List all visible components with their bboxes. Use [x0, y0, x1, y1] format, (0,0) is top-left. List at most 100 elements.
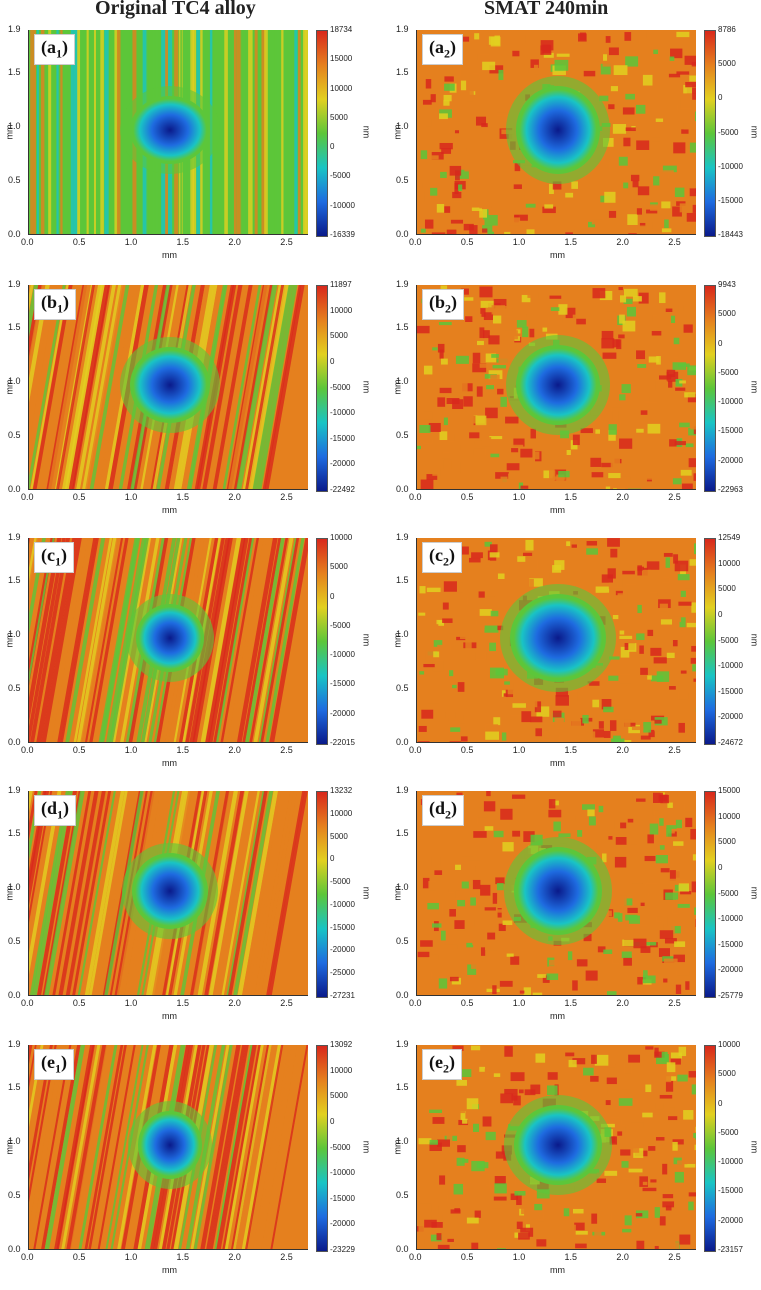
x-tick-label: 1.5 [565, 1252, 578, 1262]
y-tick-label: 0.5 [396, 175, 409, 185]
colorbar-unit: nm [749, 125, 759, 138]
colorbar-tick-label: -25000 [330, 968, 355, 977]
colorbar-tick-label: -15000 [718, 1186, 743, 1195]
colorbar [704, 538, 716, 745]
colorbar [704, 30, 716, 237]
colorbar-tick-label: -15000 [718, 687, 743, 696]
colorbar-tick-label: 12549 [718, 533, 740, 542]
colorbar [704, 285, 716, 492]
x-tick-label: 1.0 [125, 237, 138, 247]
colorbar-unit: nm [749, 633, 759, 646]
y-tick-label: 1.9 [396, 1039, 409, 1049]
colorbar-tick-label: -15000 [330, 434, 355, 443]
colorbar [316, 285, 328, 492]
colorbar-tick-label: -22015 [330, 738, 355, 747]
colorbar-tick-label: -15000 [718, 426, 743, 435]
y-tick-label: 0.5 [8, 1190, 21, 1200]
y-tick-label: 1.5 [396, 575, 409, 585]
colorbar-tick-label: 5000 [718, 59, 736, 68]
x-tick-label: 0.5 [461, 1252, 474, 1262]
y-tick-label: 1.5 [8, 828, 21, 838]
colorbar [316, 538, 328, 745]
colorbar-tick-label: 5000 [718, 584, 736, 593]
y-tick-label: 1.5 [396, 67, 409, 77]
colorbar-tick-label: 18734 [330, 25, 352, 34]
colorbar-tick-label: -5000 [330, 877, 350, 886]
colorbar-tick-label: -5000 [330, 383, 350, 392]
x-tick-label: 2.0 [228, 1252, 241, 1262]
colorbar-unit: nm [361, 886, 371, 899]
y-axis-title: mm [393, 379, 403, 394]
colorbar-tick-label: -5000 [718, 889, 738, 898]
colorbar-tick-label: 9943 [718, 280, 736, 289]
x-tick-label: 0.5 [461, 998, 474, 1008]
colorbar [316, 30, 328, 237]
x-tick-label: 1.0 [513, 492, 526, 502]
y-axis-title: mm [5, 632, 15, 647]
colorbar-tick-label: -16339 [330, 230, 355, 239]
x-tick-label: 0.0 [21, 745, 34, 755]
x-tick-label: 1.0 [125, 745, 138, 755]
colorbar-tick-label: 10000 [718, 812, 740, 821]
x-tick-label: 2.5 [668, 1252, 681, 1262]
panel-label: (e2) [422, 1049, 462, 1080]
colorbar-tick-label: -10000 [718, 661, 743, 670]
colorbar-tick-label: -27231 [330, 991, 355, 1000]
x-tick-label: 1.5 [177, 1252, 190, 1262]
colorbar-tick-label: -10000 [330, 408, 355, 417]
colorbar-unit: nm [749, 1140, 759, 1153]
colorbar-tick-label: 0 [718, 1099, 722, 1108]
x-tick-label: 1.5 [565, 998, 578, 1008]
x-tick-label: 0.0 [21, 237, 34, 247]
panel-label: (b1) [34, 289, 76, 320]
x-tick-label: 0.5 [73, 237, 86, 247]
y-tick-label: 1.5 [396, 828, 409, 838]
x-tick-label: 2.5 [668, 237, 681, 247]
colorbar-tick-label: 15000 [330, 54, 352, 63]
x-tick-label: 0.0 [409, 1252, 422, 1262]
y-tick-label: 1.5 [8, 1082, 21, 1092]
y-tick-label: 0.0 [396, 737, 409, 747]
x-axis-title: mm [550, 758, 565, 768]
colorbar-tick-label: 10000 [718, 559, 740, 568]
colorbar-tick-label: -25779 [718, 991, 743, 1000]
x-tick-label: 0.0 [21, 492, 34, 502]
x-tick-label: 1.5 [565, 237, 578, 247]
colorbar-tick-label: 5000 [330, 832, 348, 841]
colorbar-tick-label: 10000 [330, 1066, 352, 1075]
y-axis-title: mm [393, 632, 403, 647]
y-tick-label: 1.9 [8, 24, 21, 34]
colorbar-tick-label: -15000 [718, 196, 743, 205]
colorbar-tick-label: 5000 [718, 837, 736, 846]
colorbar-tick-label: -10000 [330, 900, 355, 909]
colorbar-tick-label: 0 [718, 863, 722, 872]
y-tick-label: 0.0 [396, 1244, 409, 1254]
panel-label: (b2) [422, 289, 464, 320]
x-tick-label: 1.5 [177, 237, 190, 247]
panel-label: (d1) [34, 795, 76, 826]
y-tick-label: 1.9 [396, 532, 409, 542]
y-tick-label: 0.5 [8, 936, 21, 946]
y-axis-title: mm [5, 124, 15, 139]
y-tick-label: 0.5 [396, 936, 409, 946]
y-axis-title: mm [393, 1139, 403, 1154]
colorbar-unit: nm [749, 886, 759, 899]
y-tick-label: 0.5 [396, 683, 409, 693]
y-tick-label: 1.5 [8, 322, 21, 332]
x-tick-label: 2.5 [668, 745, 681, 755]
colorbar-unit: nm [361, 125, 371, 138]
y-axis-title: mm [5, 885, 15, 900]
colorbar-tick-label: 10000 [330, 809, 352, 818]
y-tick-label: 0.5 [8, 175, 21, 185]
colorbar-tick-label: -20000 [718, 712, 743, 721]
colorbar-tick-label: -24672 [718, 738, 743, 747]
colorbar-tick-label: -20000 [718, 1216, 743, 1225]
x-tick-label: 2.0 [228, 237, 241, 247]
x-axis-title: mm [550, 1011, 565, 1021]
colorbar-tick-label: 10000 [330, 533, 352, 542]
y-tick-label: 1.9 [8, 279, 21, 289]
colorbar-tick-label: -20000 [330, 945, 355, 954]
colorbar-tick-label: -5000 [330, 621, 350, 630]
